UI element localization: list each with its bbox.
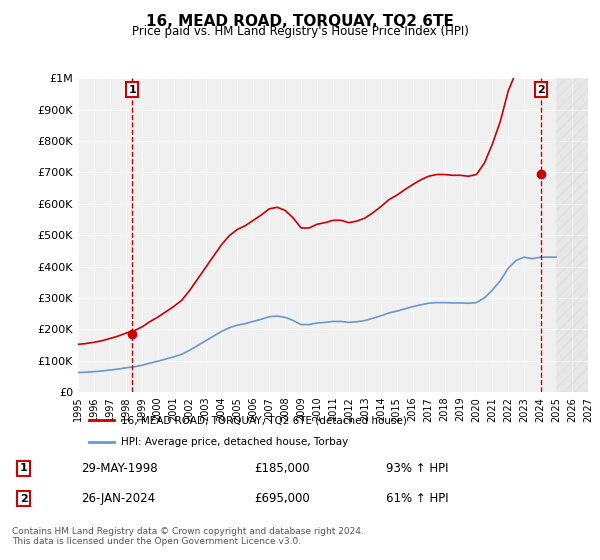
Text: Contains HM Land Registry data © Crown copyright and database right 2024.
This d: Contains HM Land Registry data © Crown c… <box>12 526 364 546</box>
Text: £185,000: £185,000 <box>254 462 310 475</box>
Text: 16, MEAD ROAD, TORQUAY, TQ2 6TE (detached house): 16, MEAD ROAD, TORQUAY, TQ2 6TE (detache… <box>121 415 407 425</box>
Bar <box>556 78 588 392</box>
Text: 1: 1 <box>128 85 136 95</box>
Text: Price paid vs. HM Land Registry's House Price Index (HPI): Price paid vs. HM Land Registry's House … <box>131 25 469 38</box>
Text: HPI: Average price, detached house, Torbay: HPI: Average price, detached house, Torb… <box>121 437 349 447</box>
Text: £695,000: £695,000 <box>254 492 310 505</box>
Text: 61% ↑ HPI: 61% ↑ HPI <box>386 492 449 505</box>
Text: 2: 2 <box>538 85 545 95</box>
Text: 16, MEAD ROAD, TORQUAY, TQ2 6TE: 16, MEAD ROAD, TORQUAY, TQ2 6TE <box>146 14 454 29</box>
Text: 26-JAN-2024: 26-JAN-2024 <box>81 492 155 505</box>
Text: 2: 2 <box>20 493 28 503</box>
Text: 1: 1 <box>20 463 28 473</box>
Text: 29-MAY-1998: 29-MAY-1998 <box>81 462 158 475</box>
Text: 93% ↑ HPI: 93% ↑ HPI <box>386 462 449 475</box>
